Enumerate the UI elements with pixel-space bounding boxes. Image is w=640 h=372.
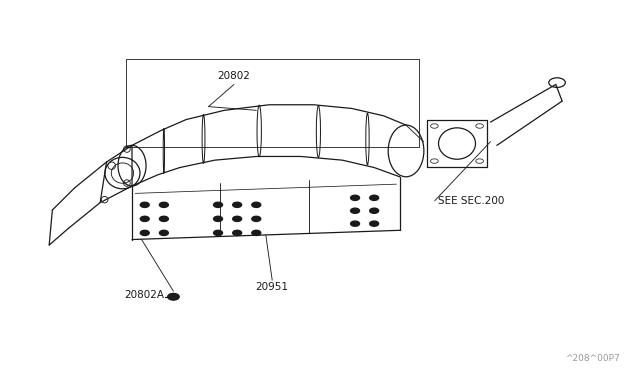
Circle shape bbox=[252, 216, 260, 221]
Circle shape bbox=[233, 216, 242, 221]
Circle shape bbox=[214, 202, 223, 208]
Circle shape bbox=[159, 202, 168, 208]
Text: 20802: 20802 bbox=[218, 71, 250, 81]
Circle shape bbox=[370, 208, 379, 213]
Circle shape bbox=[214, 216, 223, 221]
Circle shape bbox=[159, 216, 168, 221]
Text: 20951: 20951 bbox=[256, 282, 289, 292]
Circle shape bbox=[370, 195, 379, 201]
Circle shape bbox=[252, 230, 260, 235]
Circle shape bbox=[252, 202, 260, 208]
Text: SEE SEC.200: SEE SEC.200 bbox=[438, 196, 504, 206]
Circle shape bbox=[140, 216, 149, 221]
Circle shape bbox=[168, 294, 179, 300]
Text: ^208^00P7: ^208^00P7 bbox=[564, 354, 620, 363]
Text: 20802A: 20802A bbox=[124, 290, 164, 300]
Circle shape bbox=[159, 230, 168, 235]
Circle shape bbox=[351, 221, 360, 226]
Circle shape bbox=[140, 230, 149, 235]
Circle shape bbox=[233, 230, 242, 235]
Circle shape bbox=[214, 230, 223, 235]
Circle shape bbox=[351, 208, 360, 213]
Circle shape bbox=[370, 221, 379, 226]
Circle shape bbox=[140, 202, 149, 208]
Circle shape bbox=[233, 202, 242, 208]
Circle shape bbox=[351, 195, 360, 201]
